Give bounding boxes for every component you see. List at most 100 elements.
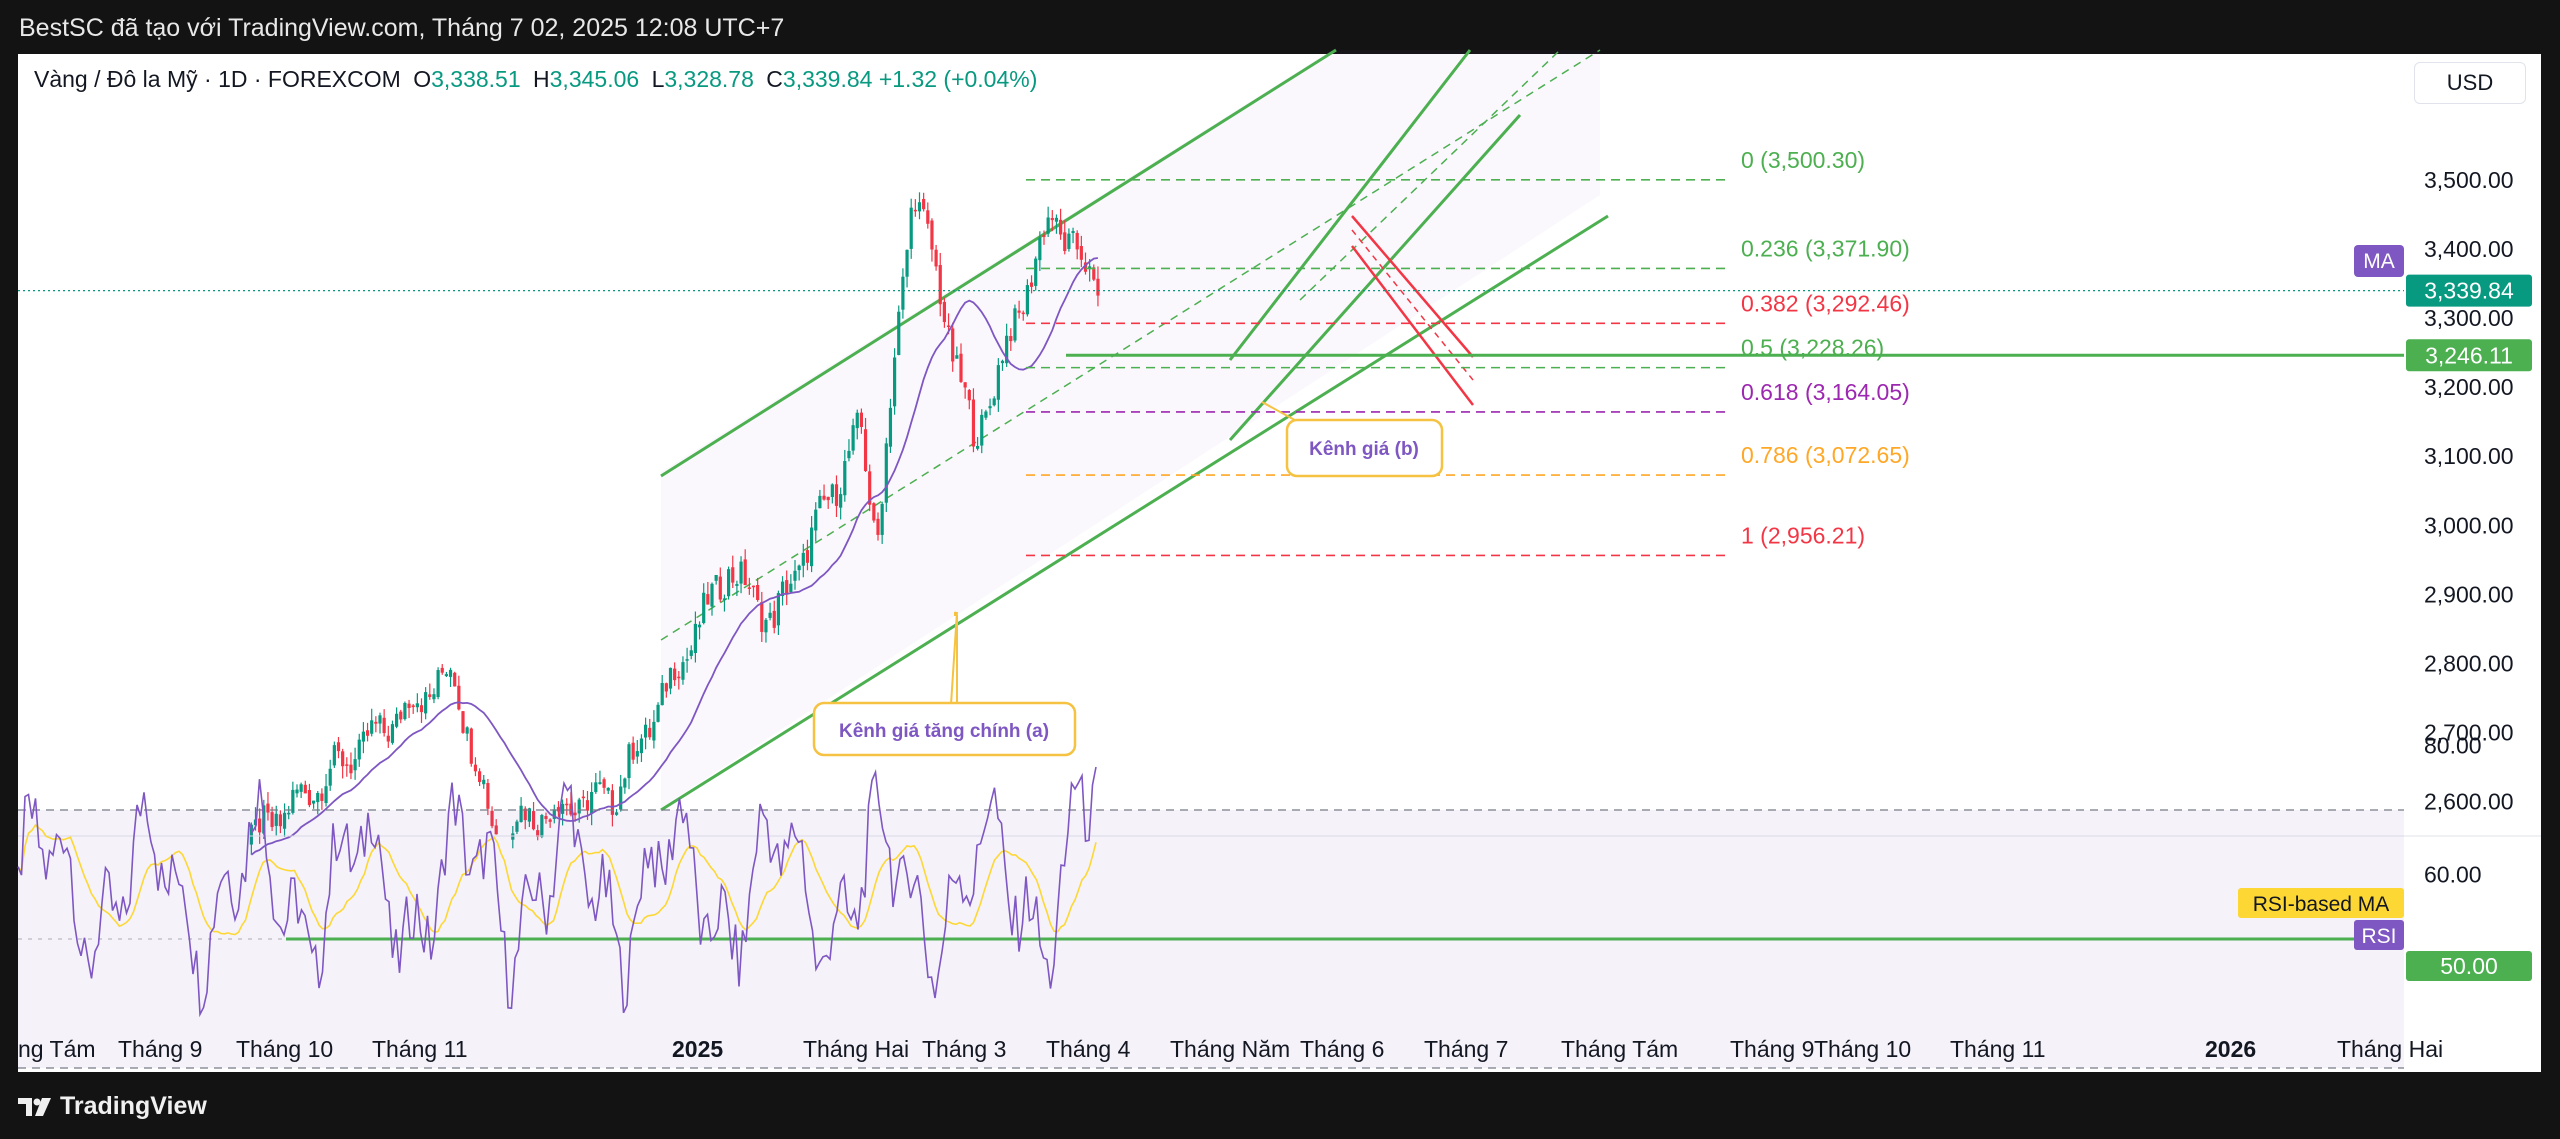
candle-body — [714, 574, 718, 581]
candle-body — [718, 576, 722, 600]
candle-body — [336, 742, 341, 752]
candle-body — [1025, 285, 1029, 315]
candle-body — [594, 782, 598, 793]
channel-b-mid — [1299, 49, 1561, 301]
rsi-pane: 80.00 60.00 RSI-based MA RSI 50.00 — [17, 733, 2532, 1069]
candle-body — [963, 382, 967, 388]
tradingview-brand: TradingView — [60, 1092, 207, 1120]
rsi-tick-label: 80.00 — [2424, 733, 2482, 759]
candle-body — [312, 800, 316, 804]
candle-body — [299, 784, 303, 792]
candle-body — [677, 676, 681, 679]
candle-body — [627, 744, 631, 779]
currency-button[interactable]: USD — [2414, 62, 2526, 104]
candle-body — [1000, 360, 1005, 364]
time-tick-label: Tháng 4 — [1046, 1036, 1131, 1062]
candle-body — [652, 721, 656, 741]
candle-body — [349, 764, 353, 774]
fibonacci-retracement: 0 (3,500.30) 0.236 (3,371.90) 0.382 (3,292… — [1026, 147, 1910, 557]
time-tick-label: Tháng 9 — [1730, 1036, 1814, 1062]
time-tick-label: Tháng Hai — [2337, 1036, 2443, 1062]
callout-b-text: Kênh giá (b) — [1309, 439, 1419, 460]
candle-body — [689, 650, 693, 656]
candle-body — [930, 220, 934, 250]
candle-body — [291, 789, 295, 813]
fib-level-label: 0.236 (3,371.90) — [1741, 235, 1910, 261]
callout-b-box — [1285, 418, 1444, 478]
candle-body — [569, 803, 573, 815]
candle-body — [768, 612, 772, 618]
candle-body — [1067, 233, 1071, 249]
candle-body — [967, 390, 971, 401]
candle-body — [1013, 308, 1017, 341]
time-axis[interactable]: ng Tám Tháng 9 Tháng 10 Tháng 11 2025 Tháng H… — [18, 1036, 2443, 1062]
candle-body — [693, 623, 697, 654]
last-price-box — [2406, 274, 2532, 307]
candle-body — [826, 496, 830, 501]
candle-body — [1083, 262, 1088, 272]
candle-body — [681, 662, 685, 680]
candle-body — [938, 265, 942, 305]
candle-body — [490, 810, 494, 827]
price-tick-label: 3,300.00 — [2424, 305, 2514, 331]
candle-body — [320, 793, 324, 801]
candle-body — [353, 759, 357, 771]
candle-body — [345, 764, 349, 766]
candle-body — [561, 803, 565, 814]
candle-body — [590, 792, 594, 814]
candle-body — [780, 581, 785, 596]
wedge-upper — [1351, 215, 1474, 358]
candle-body — [664, 683, 668, 692]
symbol-name: Vàng / Đô la Mỹ · 1D · FOREXCOM — [34, 66, 401, 92]
tradingview-logo[interactable]: TradingView — [18, 1092, 207, 1121]
candle-body — [1075, 232, 1079, 250]
candle-body — [1092, 267, 1096, 280]
price-tick-label: 3,100.00 — [2424, 443, 2514, 469]
time-tick-label: ng Tám — [18, 1036, 96, 1062]
open-value: 3,338.51 — [431, 66, 521, 92]
candle-body — [370, 720, 374, 734]
annotations: Kênh giá tăng chính (a) Kênh giá (b) — [812, 401, 1444, 757]
time-tick-label: 2026 — [2205, 1036, 2256, 1062]
last-price-label: 3,339.84 — [2424, 278, 2514, 304]
time-tick-label: Tháng 3 — [922, 1036, 1006, 1062]
candle-body — [282, 812, 287, 829]
candle-body — [556, 807, 561, 812]
candle-body — [457, 685, 461, 710]
channel-a-mid — [660, 49, 1601, 641]
candle-body — [776, 593, 780, 626]
price-axis[interactable]: 3,500.00 3,400.00 3,300.00 3,200.00 3,100.00… — [2424, 167, 2514, 814]
candle-body — [424, 692, 428, 714]
candle-body — [988, 406, 992, 409]
candle-body — [743, 559, 747, 585]
candle-body — [631, 742, 635, 760]
candle-body — [357, 739, 361, 760]
price-tick-label: 3,200.00 — [2424, 374, 2514, 400]
candle-body — [1005, 335, 1009, 364]
candle-body — [868, 471, 872, 505]
candle-body — [851, 425, 855, 451]
credit-text: BestSC đã tạo với TradingView.com, Tháng… — [19, 14, 785, 42]
candle-body — [415, 703, 419, 708]
candle-body — [585, 800, 590, 811]
candle-body — [996, 365, 1000, 400]
candle-body — [1042, 235, 1046, 237]
candle-body — [395, 713, 399, 727]
candle-body — [278, 814, 282, 827]
candle-body — [810, 527, 814, 567]
symbol-legend[interactable]: Vàng / Đô la Mỹ · 1D · FOREXCOM O3,338.5… — [34, 66, 1037, 93]
candle-body — [386, 735, 390, 742]
candle-body — [830, 484, 834, 497]
candle-body — [789, 583, 793, 593]
chart-panel[interactable] — [18, 54, 2541, 1072]
time-tick-label: Tháng 10 — [1814, 1036, 1911, 1062]
candle-body — [884, 443, 888, 503]
candle-body — [635, 751, 639, 757]
candle-body — [523, 808, 527, 821]
fib-level-label: 0 (3,500.30) — [1741, 147, 1865, 173]
candle-body — [287, 812, 291, 815]
channel-a-upper — [660, 48, 1337, 478]
candle-body — [913, 209, 917, 212]
candle-body — [486, 783, 490, 809]
